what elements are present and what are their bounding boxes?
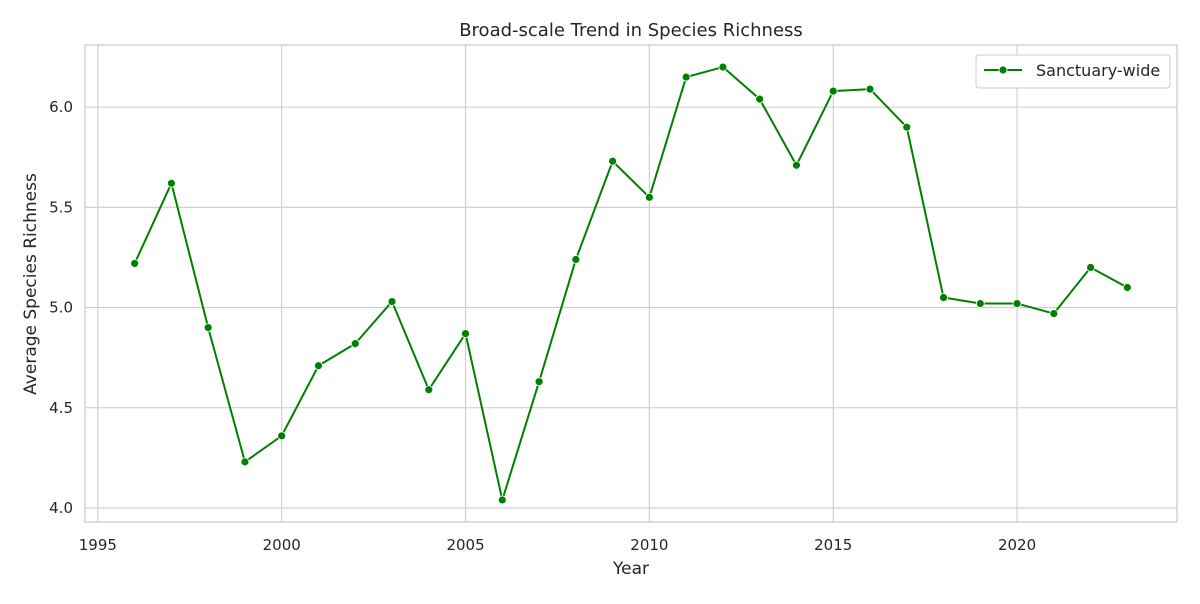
data-point: [387, 297, 397, 306]
legend-label-sanctuary-wide: Sanctuary-wide: [1036, 61, 1160, 80]
data-point: [1012, 299, 1022, 308]
data-point: [534, 377, 544, 387]
data-point: [571, 255, 581, 264]
series-line: [133, 66, 1128, 501]
y-tick-label: 4.0: [49, 499, 73, 517]
axis-ticks: 1995 2000 2005 2010 2015 2020 4.0 4.5 5.0 5.5 6.0: [49, 98, 1036, 554]
data-point: [240, 457, 250, 467]
plot-frame: [84, 44, 1178, 523]
data-point: [939, 293, 948, 302]
data-point: [203, 323, 213, 332]
legend: Sanctuary-wide: [975, 54, 1171, 89]
data-point: [792, 160, 801, 170]
data-point: [314, 361, 323, 371]
legend-marker-swatch: [998, 65, 1008, 75]
y-tick-label: 4.5: [49, 399, 73, 417]
grid-lines: [85, 45, 1177, 522]
data-point: [644, 192, 654, 202]
x-axis-title: Year: [612, 559, 649, 579]
x-tick-label: 2005: [446, 536, 484, 554]
data-point: [755, 94, 765, 104]
data-point: [424, 385, 434, 395]
data-point: [461, 329, 470, 339]
data-point: [1049, 309, 1059, 318]
data-point: [130, 259, 140, 268]
series-layer: [130, 62, 1132, 505]
data-point: [865, 84, 875, 94]
x-tick-label: 1995: [79, 536, 117, 554]
y-axis-title: Average Species Richness: [21, 173, 41, 395]
data-point: [902, 122, 912, 132]
data-point: [277, 431, 287, 441]
chart-title: Broad-scale Trend in Species Richness: [459, 20, 803, 41]
data-point: [608, 156, 618, 166]
y-tick-label: 5.5: [49, 198, 73, 216]
x-tick-label: 2020: [998, 536, 1036, 554]
legend-box: [975, 54, 1171, 89]
x-tick-label: 2015: [814, 536, 852, 554]
y-tick-label: 6.0: [49, 98, 73, 116]
y-tick-label: 5.0: [49, 299, 73, 317]
x-tick-label: 2010: [630, 536, 668, 554]
data-point: [718, 62, 728, 72]
x-tick-label: 2000: [263, 536, 301, 554]
data-point: [350, 339, 360, 349]
data-point: [975, 299, 985, 308]
data-point: [1122, 283, 1132, 292]
data-point: [681, 72, 691, 82]
data-point: [1086, 263, 1095, 272]
data-point: [828, 86, 838, 96]
data-point: [497, 495, 507, 505]
data-point: [167, 178, 176, 188]
